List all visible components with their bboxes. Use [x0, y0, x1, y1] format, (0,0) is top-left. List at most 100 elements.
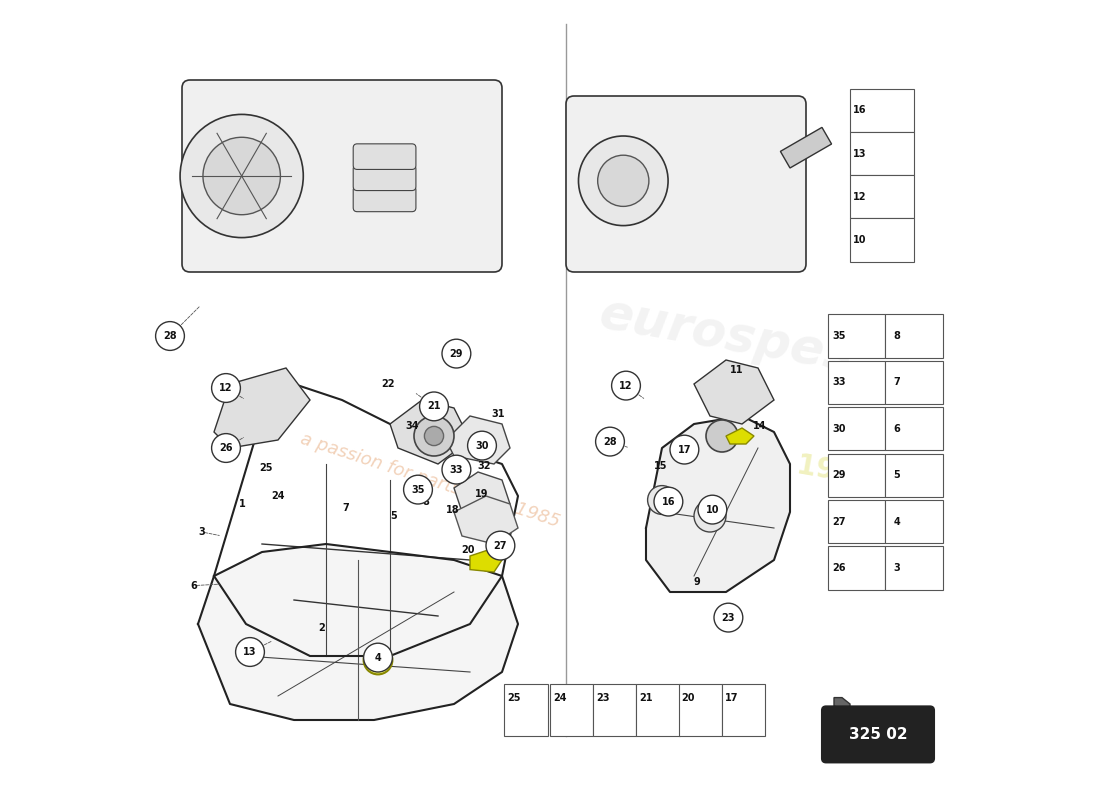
Bar — [850, 89, 914, 132]
FancyBboxPatch shape — [353, 165, 416, 190]
Text: 34: 34 — [406, 421, 419, 430]
Text: 20: 20 — [682, 693, 695, 703]
Circle shape — [579, 136, 668, 226]
Text: 32: 32 — [477, 462, 491, 471]
Circle shape — [698, 495, 727, 524]
Polygon shape — [198, 544, 518, 720]
Text: 8: 8 — [893, 331, 900, 341]
Text: 22: 22 — [382, 379, 395, 389]
Circle shape — [706, 420, 738, 452]
Text: 4: 4 — [375, 653, 382, 662]
Circle shape — [364, 646, 393, 674]
Circle shape — [235, 638, 264, 666]
Text: 10: 10 — [852, 235, 867, 245]
Bar — [780, 127, 832, 168]
Bar — [827, 314, 886, 358]
Text: 29: 29 — [450, 349, 463, 358]
Bar — [827, 500, 886, 543]
Text: 17: 17 — [678, 445, 691, 454]
FancyBboxPatch shape — [182, 80, 502, 272]
Text: 33: 33 — [450, 465, 463, 474]
Circle shape — [442, 339, 471, 368]
Text: 26: 26 — [833, 563, 846, 573]
Circle shape — [612, 371, 640, 400]
Bar — [850, 218, 914, 262]
Polygon shape — [694, 360, 774, 424]
Text: 18: 18 — [446, 506, 459, 515]
Circle shape — [597, 155, 649, 206]
Circle shape — [486, 531, 515, 560]
Polygon shape — [214, 368, 310, 448]
Polygon shape — [390, 400, 470, 464]
Polygon shape — [454, 472, 510, 520]
Text: 19: 19 — [475, 489, 488, 498]
Text: 17: 17 — [725, 693, 738, 703]
Text: 30: 30 — [833, 424, 846, 434]
Circle shape — [714, 603, 742, 632]
Bar — [886, 546, 943, 590]
Circle shape — [425, 426, 443, 446]
Circle shape — [648, 486, 676, 514]
Circle shape — [211, 374, 241, 402]
Polygon shape — [726, 428, 754, 444]
Text: 13: 13 — [852, 149, 867, 158]
Text: 35: 35 — [411, 485, 425, 494]
Text: 2: 2 — [319, 623, 326, 633]
Circle shape — [404, 475, 432, 504]
Text: a passion for parts since 1985: a passion for parts since 1985 — [298, 430, 562, 530]
Text: 16: 16 — [852, 106, 867, 115]
Text: 27: 27 — [494, 541, 507, 550]
Text: 28: 28 — [603, 437, 617, 446]
Circle shape — [670, 435, 698, 464]
Bar — [550, 683, 593, 736]
Text: 6: 6 — [190, 581, 197, 590]
Text: 33: 33 — [833, 378, 846, 387]
Text: 9: 9 — [693, 577, 700, 586]
Bar — [827, 454, 886, 497]
Bar — [827, 546, 886, 590]
Text: 1: 1 — [239, 499, 245, 509]
Circle shape — [694, 500, 726, 532]
Text: 12: 12 — [619, 381, 632, 390]
Text: 23: 23 — [596, 693, 609, 703]
Text: 35: 35 — [833, 331, 846, 341]
Text: 325 02: 325 02 — [849, 727, 908, 742]
FancyBboxPatch shape — [353, 186, 416, 212]
Bar — [593, 683, 637, 736]
Polygon shape — [646, 416, 790, 592]
Text: 27: 27 — [833, 517, 846, 526]
Text: 20: 20 — [462, 545, 475, 554]
FancyBboxPatch shape — [566, 96, 806, 272]
Text: 7: 7 — [342, 503, 350, 513]
Text: 30: 30 — [475, 441, 488, 450]
Polygon shape — [446, 416, 510, 464]
Circle shape — [595, 427, 625, 456]
Text: 23: 23 — [722, 613, 735, 622]
Circle shape — [211, 434, 241, 462]
Text: 14: 14 — [752, 421, 767, 430]
Text: 21: 21 — [639, 693, 652, 703]
Text: 7: 7 — [893, 378, 900, 387]
Text: 21: 21 — [427, 402, 441, 411]
Polygon shape — [834, 698, 850, 710]
Text: 31: 31 — [492, 410, 505, 419]
Text: 3: 3 — [893, 563, 900, 573]
Circle shape — [414, 416, 454, 456]
Text: 15: 15 — [653, 461, 667, 470]
Circle shape — [364, 643, 393, 672]
FancyBboxPatch shape — [822, 706, 934, 762]
FancyBboxPatch shape — [353, 144, 416, 170]
Polygon shape — [454, 496, 518, 544]
Text: 10: 10 — [706, 505, 719, 514]
Text: 25: 25 — [260, 463, 273, 473]
Circle shape — [442, 455, 471, 484]
Text: 13: 13 — [243, 647, 256, 657]
Circle shape — [468, 431, 496, 460]
Circle shape — [155, 322, 185, 350]
Bar — [850, 132, 914, 175]
Bar — [886, 500, 943, 543]
Circle shape — [419, 392, 449, 421]
Text: 4: 4 — [893, 517, 900, 526]
Text: eurospes: eurospes — [595, 290, 857, 382]
Text: 16: 16 — [661, 497, 675, 506]
